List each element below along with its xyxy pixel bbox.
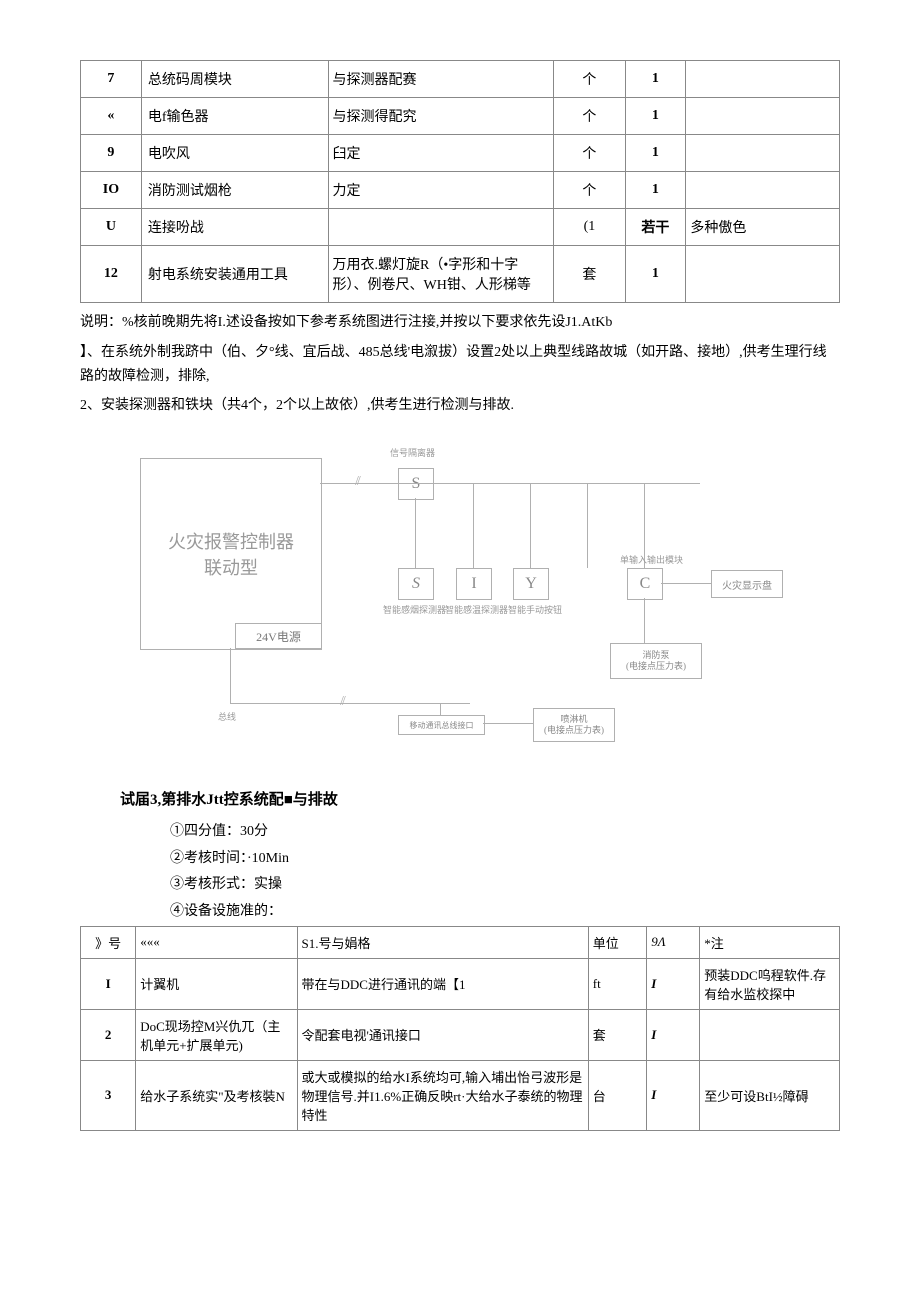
cell-name: 总统码周模块 xyxy=(141,61,328,98)
table-row: U连接吩战 (1若干多种傲色 xyxy=(81,209,840,246)
table-row: 3给水子系统实"及考核裝N或大或模拟的给水I系统均可,输入埔出怡弓波形是物理信号… xyxy=(81,1060,840,1130)
cell-no: IO xyxy=(81,172,142,209)
cell-spec: 与探测器配赛 xyxy=(328,61,554,98)
table-row: «电f输色器与探测得配究个1 xyxy=(81,98,840,135)
section3-item3: ③考核形式：实操 xyxy=(170,872,840,899)
table-row: 9电吹风臼定个1 xyxy=(81,135,840,172)
node-y: Y xyxy=(513,568,549,600)
section3-item2: ②考核时间：·10Min xyxy=(170,846,840,873)
cell-no: « xyxy=(81,98,142,135)
cell-unit: ft xyxy=(588,958,646,1009)
node-c: C xyxy=(627,568,663,600)
cell-unit: 套 xyxy=(588,1009,646,1060)
cell-name: 连接吩战 xyxy=(141,209,328,246)
cell-spec: 带在与DDC进行通讯的端【1 xyxy=(297,958,588,1009)
cell-note xyxy=(700,1009,840,1060)
cell-qty: I xyxy=(647,958,700,1009)
cell-unit: 个 xyxy=(554,98,625,135)
cell-note xyxy=(686,98,840,135)
cell-note xyxy=(686,172,840,209)
cell-spec: 臼定 xyxy=(328,135,554,172)
cell-no: U xyxy=(81,209,142,246)
equipment-table-2: 》号 ««« S1.号与娟格 单位 9Λ *注 I计翼机带在与DDC进行通讯的端… xyxy=(80,926,840,1131)
cell-qty: I xyxy=(647,1009,700,1060)
table-row: I计翼机带在与DDC进行通讯的端【1ftI预装DDC呜程软件.存有给水监校探中 xyxy=(81,958,840,1009)
desc-req2: 2、安装探测器和铁块（共4个，2个以上故依）,供考生进行检测与排故. xyxy=(80,394,840,418)
cell-note xyxy=(686,135,840,172)
cell-spec: 与探测得配究 xyxy=(328,98,554,135)
cell-spec xyxy=(328,209,554,246)
t2-h5: *注 xyxy=(700,926,840,958)
cell-no: 3 xyxy=(81,1060,136,1130)
cell-qty: 1 xyxy=(625,61,686,98)
node-i: I xyxy=(456,568,492,600)
cell-qty: 1 xyxy=(625,98,686,135)
controller-label-2: 联动型 xyxy=(204,554,258,580)
cell-name: 电f输色器 xyxy=(141,98,328,135)
node-s-top: S xyxy=(398,468,434,500)
cell-qty: 1 xyxy=(625,135,686,172)
t2-h1: ««« xyxy=(136,926,297,958)
cell-note: 多种傲色 xyxy=(686,209,840,246)
manual-button-label: 智能手动按钮 xyxy=(508,603,562,616)
cell-no: I xyxy=(81,958,136,1009)
t2-h3: 单位 xyxy=(588,926,646,958)
cell-spec: 令配套电视'通讯接口 xyxy=(297,1009,588,1060)
cell-note: 至少可设BtI½障碍 xyxy=(700,1060,840,1130)
cell-no: 7 xyxy=(81,61,142,98)
t2-h4: 9Λ xyxy=(647,926,700,958)
cell-no: 12 xyxy=(81,246,142,303)
cell-name: 给水子系统实"及考核裝N xyxy=(136,1060,297,1130)
cell-qty: 若干 xyxy=(625,209,686,246)
section3-title: 试届3,第排水Jtt控系统配■与排故 xyxy=(120,788,840,809)
table-row: IO消防测试烟枪力定个1 xyxy=(81,172,840,209)
cell-qty: 1 xyxy=(625,172,686,209)
cell-note xyxy=(686,61,840,98)
table-row: 12射电系统安装通用工具万用衣.螺灯旋R（•字形和十字形）、例卷尺、WH钳、人形… xyxy=(81,246,840,303)
cell-unit: 台 xyxy=(588,1060,646,1130)
bus-label: 总线 xyxy=(218,710,236,723)
section3-item4: ④设备设施准的： xyxy=(170,899,840,926)
system-diagram: 火灾报警控制器 联动型 24V电源 信号隔离器 S // S I Y C 单输入… xyxy=(140,438,780,758)
section3-item1: ①四分值：30分 xyxy=(170,819,840,846)
desc-req1: 】、在系统外制我跻中（伯、夕°线、宜后战、485总线'电溆拔）设置2处以上典型线… xyxy=(80,341,840,389)
cell-unit: 个 xyxy=(554,172,625,209)
spray-box: 喷淋机 (电接点压力表) xyxy=(533,708,615,742)
cell-name: 电吹风 xyxy=(141,135,328,172)
cell-note xyxy=(686,246,840,303)
table-row: 2DoC现场控M兴仇兀（主机单元+扩展单元)令配套电视'通讯接口套I xyxy=(81,1009,840,1060)
cell-no: 2 xyxy=(81,1009,136,1060)
cell-qty: 1 xyxy=(625,246,686,303)
smoke-detector-label: 智能感烟探测器 xyxy=(383,603,446,616)
t2-h2: S1.号与娟格 xyxy=(297,926,588,958)
cell-unit: (1 xyxy=(554,209,625,246)
heat-detector-label: 智能感温探测器 xyxy=(445,603,508,616)
isolator-label: 信号隔离器 xyxy=(390,446,435,459)
cell-unit: 个 xyxy=(554,61,625,98)
t2-h0: 》号 xyxy=(81,926,136,958)
display-box: 火灾显示盘 xyxy=(711,570,783,598)
controller-label-1: 火灾报警控制器 xyxy=(168,528,294,554)
cell-unit: 套 xyxy=(554,246,625,303)
pump-box: 消防泵 (电接点压力表) xyxy=(610,643,702,679)
cell-spec: 万用衣.螺灯旋R（•字形和十字形）、例卷尺、WH钳、人形梯等 xyxy=(328,246,554,303)
cell-name: 消防测试烟枪 xyxy=(141,172,328,209)
cell-unit: 个 xyxy=(554,135,625,172)
equipment-table-1: 7总统码周模块与探测器配赛个1«电f输色器与探测得配究个19电吹风臼定个1IO消… xyxy=(80,60,840,303)
cell-spec: 或大或模拟的给水I系统均可,输入埔出怡弓波形是物理信号.并I1.6%正确反映rt… xyxy=(297,1060,588,1130)
cell-qty: I xyxy=(647,1060,700,1130)
controller-box: 火灾报警控制器 联动型 xyxy=(140,458,322,650)
cell-note: 预装DDC呜程软件.存有给水监校探中 xyxy=(700,958,840,1009)
node-s2: S xyxy=(398,568,434,600)
cell-spec: 力定 xyxy=(328,172,554,209)
power-box: 24V电源 xyxy=(235,623,322,649)
port-box: 移动通讯总线接口 xyxy=(398,715,485,735)
cell-no: 9 xyxy=(81,135,142,172)
cell-name: DoC现场控M兴仇兀（主机单元+扩展单元) xyxy=(136,1009,297,1060)
io-module-label: 单输入输出模块 xyxy=(620,553,683,566)
desc-intro: 说明：%核前晚期先将I.述设备按如下参考系统图进行注接,并按以下要求依先设J1.… xyxy=(80,311,840,335)
cell-name: 射电系统安装通用工具 xyxy=(141,246,328,303)
table-row: 7总统码周模块与探测器配赛个1 xyxy=(81,61,840,98)
cell-name: 计翼机 xyxy=(136,958,297,1009)
